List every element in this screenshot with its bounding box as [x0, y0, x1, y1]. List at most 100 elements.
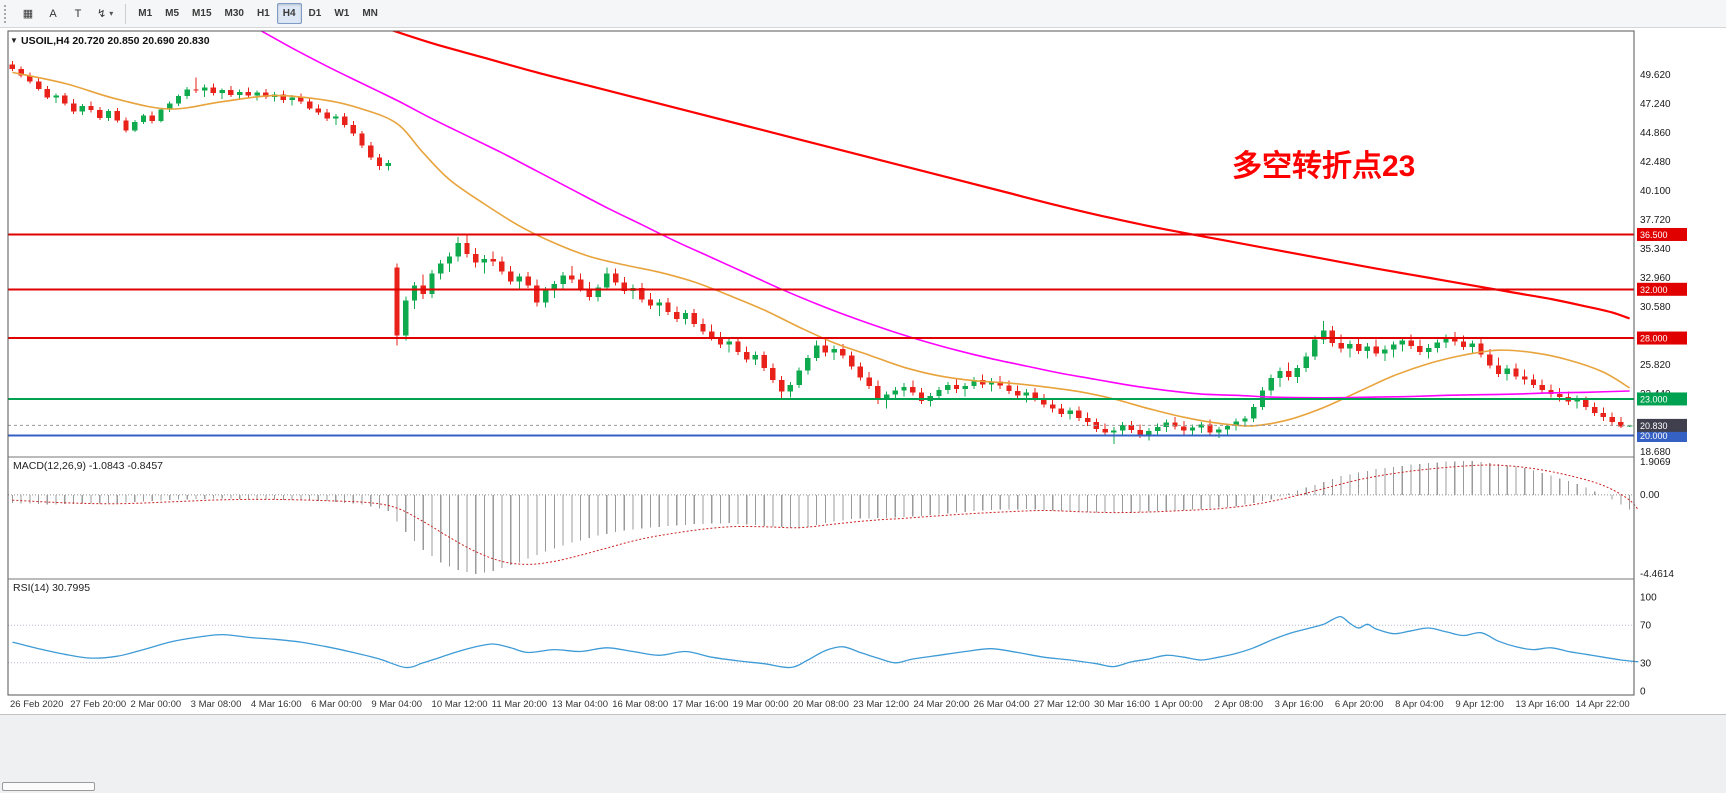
candle-body: [403, 300, 409, 336]
candle-body: [516, 276, 523, 282]
candle-body: [1329, 330, 1336, 343]
candle-body: [857, 366, 864, 378]
candle-body: [971, 380, 977, 387]
candle-body: [778, 380, 785, 392]
candle-body: [324, 112, 330, 119]
candle-body: [1023, 392, 1030, 396]
candle-body: [822, 345, 829, 353]
candle-body: [1583, 399, 1589, 407]
candle-body: [298, 97, 304, 102]
time-axis-label: 17 Mar 16:00: [672, 699, 728, 710]
candle-body: [875, 386, 881, 401]
candle-body: [1355, 344, 1362, 351]
candle-body: [1224, 425, 1231, 430]
chart-plot-area[interactable]: [8, 31, 1634, 695]
candle-body: [1399, 340, 1406, 345]
candle-body: [1408, 340, 1414, 346]
candle-body: [988, 381, 995, 385]
candle-body: [280, 94, 287, 100]
candle-body: [1312, 339, 1318, 357]
time-axis[interactable]: 26 Feb 2020 27 Feb 20:00 2 Mar 00:00 3 Mar …: [10, 699, 1630, 710]
candle-body: [123, 120, 129, 131]
h-scrollbar-thumb[interactable]: [2, 782, 95, 791]
candle-body: [997, 381, 1003, 386]
candle-body: [1382, 349, 1388, 354]
svg-text:20.000: 20.000: [1640, 431, 1668, 441]
candle-body: [341, 116, 348, 125]
candle-body: [1443, 337, 1449, 343]
time-axis-label: 3 Apr 16:00: [1275, 699, 1324, 710]
candle-body: [193, 89, 199, 91]
price-tag: 20.830: [1637, 418, 1687, 432]
candle-body: [726, 341, 732, 345]
text-tool-button[interactable]: T: [74, 7, 82, 20]
timeframe-button-D1[interactable]: D1: [308, 8, 322, 19]
candle-body: [1618, 422, 1624, 427]
rsi-header: RSI(14) 30.7995: [13, 582, 90, 594]
candle-body: [1556, 394, 1563, 398]
candle-body: [79, 105, 86, 112]
price-tag: 23.000: [1637, 392, 1687, 406]
candle-body: [1268, 378, 1274, 391]
time-axis-label: 6 Mar 00:00: [311, 699, 362, 710]
candle-body: [175, 96, 182, 104]
candle-body: [796, 370, 802, 385]
time-axis-label: 27 Mar 12:00: [1034, 699, 1090, 710]
candle-body: [1548, 389, 1554, 395]
price-axis-label: 37.720: [1640, 215, 1671, 226]
candle-body: [945, 384, 951, 390]
candle-body: [499, 261, 505, 272]
status-area: [0, 714, 1726, 793]
chart-objects-button[interactable]: ▦: [22, 8, 34, 20]
cycle-lines-tool-button[interactable]: ↯ ▾: [97, 8, 114, 20]
candle-body: [787, 384, 794, 392]
svg-text:28.000: 28.000: [1640, 334, 1668, 344]
timeframe-button-W1[interactable]: W1: [334, 8, 350, 19]
candle-body: [1084, 417, 1091, 423]
timeframe-button-M30[interactable]: M30: [224, 8, 244, 19]
timeframe-button-H1[interactable]: H1: [256, 8, 270, 19]
candle-body: [892, 390, 899, 395]
timeframe-button-H4[interactable]: H4: [276, 3, 302, 24]
candle-body: [542, 289, 549, 303]
candle-body: [62, 95, 68, 104]
candle-body: [1320, 330, 1327, 340]
candle-body: [918, 392, 925, 401]
timeframe-button-M5[interactable]: M5: [165, 8, 180, 19]
candle-body: [105, 110, 112, 119]
toolbar-drag-handle[interactable]: [4, 4, 10, 23]
candle-body: [709, 331, 715, 338]
candle-body: [53, 95, 59, 98]
candle-body: [306, 101, 313, 109]
timeframe-button-M15[interactable]: M15: [192, 8, 212, 19]
collapse-arrow-icon[interactable]: ▼: [10, 36, 18, 45]
candle-body: [752, 355, 759, 360]
candle-body: [770, 367, 776, 381]
candle-body: [1242, 418, 1248, 422]
candle-body: [1207, 424, 1213, 433]
chart-canvas[interactable]: 49.620 47.240 44.860 42.480 40.100 37.720 35.3…: [0, 28, 1726, 714]
toolbar-tools-group: ▦ A T ↯ ▾: [16, 3, 119, 24]
candle-body: [1574, 399, 1580, 402]
candle-body: [140, 115, 147, 122]
candle-body: [1076, 410, 1082, 418]
candle-body: [1390, 344, 1397, 350]
candle-body: [1111, 430, 1117, 433]
candle-body: [411, 285, 418, 301]
timeframe-button-MN[interactable]: MN: [362, 8, 378, 19]
candle-body: [27, 75, 33, 82]
candle-body: [167, 103, 173, 110]
candle-body: [1373, 346, 1379, 354]
candle-body: [1014, 391, 1021, 396]
chart-border: [7, 30, 1635, 696]
candle-body: [1338, 342, 1344, 349]
price-tag: 28.000: [1637, 331, 1687, 345]
candle-body: [700, 324, 706, 332]
candle-body: [936, 389, 942, 396]
macd-axis-label: -4.4614: [1640, 569, 1674, 580]
time-axis-label: 11 Mar 20:00: [492, 699, 547, 710]
candle-body: [385, 163, 391, 167]
timeframe-button-M1[interactable]: M1: [138, 8, 153, 19]
cursor-tool-button[interactable]: A: [49, 7, 57, 20]
